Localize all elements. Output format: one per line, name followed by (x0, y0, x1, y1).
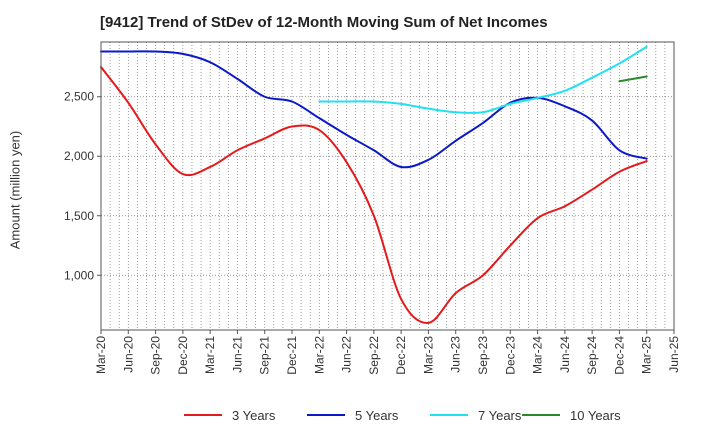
legend-item-10-years: 10 Years (522, 404, 621, 426)
y-tick-label: 1,500 (64, 209, 94, 223)
legend-swatch (307, 414, 345, 416)
x-tick-label: Jun-25 (667, 336, 681, 373)
y-tick-label: 2,000 (64, 149, 94, 163)
series-line-5-years (100, 50, 648, 169)
series-line-3-years (100, 65, 648, 324)
series-line-7-years (318, 45, 648, 114)
legend-label: 7 Years (478, 407, 522, 423)
x-tick-label: Jun-24 (558, 336, 572, 373)
x-tick-label: Dec-20 (176, 336, 190, 375)
x-tick-label: Jun-20 (121, 336, 135, 373)
legend-label: 10 Years (570, 407, 621, 423)
x-tick-label: Dec-21 (285, 336, 299, 375)
x-tick-label: Mar-24 (531, 336, 545, 374)
legend-item-3-years: 3 Years (184, 404, 275, 426)
series-line-10-years (618, 75, 648, 83)
x-tick-label: Dec-23 (503, 336, 517, 375)
y-tick-label: 2,500 (64, 90, 94, 104)
x-tick-layer: Mar-20 Jun-20 Sep-20 Dec-20 Mar-21 Jun-21 Sep-… (94, 330, 681, 375)
x-tick-label: Jun-23 (449, 336, 463, 373)
grid-layer (100, 42, 675, 330)
y-tick-layer: 1,000 1,500 2,000 2,500 (64, 90, 101, 282)
x-tick-label: Sep-23 (476, 336, 490, 375)
x-tick-label: Jun-22 (340, 336, 354, 373)
x-tick-label: Dec-22 (394, 336, 408, 375)
legend-item-5-years: 5 Years (307, 404, 398, 426)
x-tick-label: Mar-22 (312, 336, 326, 374)
legend-label: 5 Years (355, 407, 399, 423)
legend: 3 Years 5 Years 7 Years 10 Years (0, 404, 720, 426)
x-tick-label: Mar-21 (203, 336, 217, 374)
plot-frame (100, 41, 675, 331)
legend-item-7-years: 7 Years (430, 404, 521, 426)
x-tick-label: Mar-23 (421, 336, 435, 374)
x-tick-label: Sep-22 (367, 336, 381, 375)
legend-swatch (184, 414, 222, 416)
x-tick-label: Mar-20 (94, 336, 108, 374)
x-tick-label: Sep-24 (585, 336, 599, 375)
x-tick-label: Dec-24 (612, 336, 626, 375)
legend-label: 3 Years (232, 407, 276, 423)
x-tick-label: Jun-21 (230, 336, 244, 373)
x-tick-label: Mar-25 (640, 336, 654, 374)
x-tick-label: Sep-21 (258, 336, 272, 375)
legend-swatch (522, 414, 560, 416)
x-tick-label: Sep-20 (149, 336, 163, 375)
chart-title: [9412] Trend of StDev of 12-Month Moving… (100, 14, 548, 31)
series-layer (100, 45, 648, 324)
y-tick-label: 1,000 (64, 268, 94, 282)
legend-swatch (430, 414, 468, 416)
